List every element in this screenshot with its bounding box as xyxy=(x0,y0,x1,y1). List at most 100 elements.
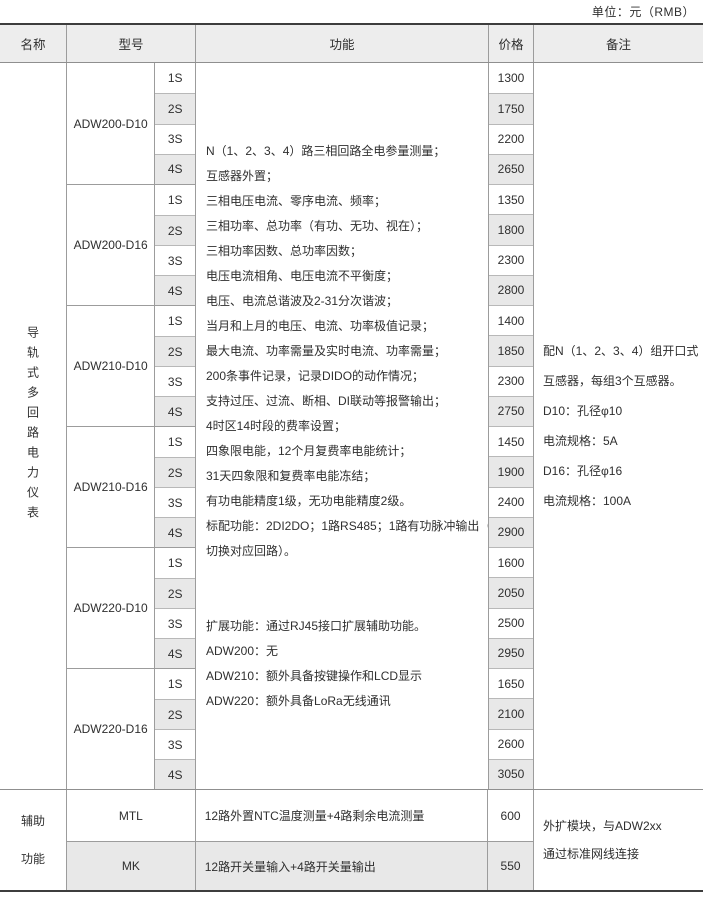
model-group: ADW200-D16 1S 2S 3S 4S xyxy=(67,184,195,305)
price-cell: 2200 xyxy=(489,123,533,154)
aux-price-cell: 600 xyxy=(500,808,521,823)
aux-function-label: 12路开关量输入+4路开关量输出 xyxy=(196,842,489,890)
function-line: 四象限电能，12个月复费率电能统计； xyxy=(206,443,412,458)
category-label: 导轨式多回路电力仪表 xyxy=(25,326,40,526)
note-line: 互感器，每组3个互感器。 xyxy=(543,374,682,388)
price-cell: 1450 xyxy=(489,426,533,456)
price-column: 1300 1750 2200 2650 1350 1800 2300 2800 … xyxy=(488,63,533,789)
submodel-cell: 3S xyxy=(155,123,195,154)
submodel-column: 1S 2S 3S 4S xyxy=(155,427,195,547)
function-line: 4时区14时段的费率设置； xyxy=(206,418,347,433)
note-line: D10：孔径φ10 xyxy=(543,404,623,418)
submodel-cell: 3S xyxy=(155,366,195,396)
price-cell: 2950 xyxy=(489,637,533,668)
price-cell: 1800 xyxy=(489,214,533,245)
submodel-cell: 2S xyxy=(155,93,195,124)
function-line: 互感器外置； xyxy=(206,168,279,183)
price-cell: 1900 xyxy=(489,456,533,487)
submodel-cell: 1S xyxy=(167,193,183,207)
submodel-column: 1S 2S 3S 4S xyxy=(155,185,195,305)
price-cell: 2750 xyxy=(489,395,533,426)
col-header-price: 价格 xyxy=(488,25,533,62)
notes-cell: 配N（1、2、3、4）组开口式 互感器，每组3个互感器。 D10：孔径φ10 电… xyxy=(533,63,703,789)
aux-row-mk: MK 12路开关量输入+4路开关量输出 550 xyxy=(67,841,533,890)
aux-note-line: 外扩模块，与ADW2xx xyxy=(543,819,662,833)
submodel-column: 1S 2S 3S 4S xyxy=(155,548,195,668)
price-cell: 2300 xyxy=(489,244,533,275)
main-section: 导轨式多回路电力仪表 ADW200-D10 1S 2S 3S 4S ADW200… xyxy=(0,63,703,789)
price-cell: 1300 xyxy=(497,71,525,86)
price-cell: 1350 xyxy=(489,184,533,214)
price-cell: 1650 xyxy=(489,668,533,698)
submodel-cell: 3S xyxy=(155,608,195,638)
submodel-cell: 1S xyxy=(167,435,183,449)
aux-row-mtl: MTL 12路外置NTC温度测量+4路剩余电流测量 600 xyxy=(67,790,533,842)
col-header-model: 型号 xyxy=(66,25,195,62)
price-cell: 2400 xyxy=(489,486,533,517)
submodel-cell: 2S xyxy=(155,699,195,729)
price-cell: 3050 xyxy=(489,758,533,789)
function-line: 31天四象限和复费率电能冻结； xyxy=(206,468,376,483)
function-line: 电压、电流总谐波及2-31分次谐波； xyxy=(206,293,399,308)
category-cell: 导轨式多回路电力仪表 xyxy=(0,63,66,789)
note-line: 电流规格：5A xyxy=(543,434,618,448)
aux-price-cell: 550 xyxy=(500,859,521,874)
submodel-cell: 3S xyxy=(155,729,195,759)
submodel-cell: 3S xyxy=(155,245,195,275)
col-header-note: 备注 xyxy=(533,25,703,62)
function-line: ADW200：无 xyxy=(206,643,279,658)
aux-category-line: 辅助 xyxy=(20,814,45,828)
price-cell: 2050 xyxy=(489,577,533,608)
aux-category-cell: 辅助 功能 xyxy=(0,790,66,890)
model-group: ADW220-D10 1S 2S 3S 4S xyxy=(67,547,195,668)
function-line: 标配功能：2DI2DO；1路RS485；1路有功脉冲输出（可 xyxy=(206,518,504,533)
submodel-cell: 3S xyxy=(155,487,195,517)
model-group: ADW210-D10 1S 2S 3S 4S xyxy=(67,305,195,426)
submodel-cell: 4S xyxy=(155,396,195,426)
function-line: 三相电压电流、零序电流、频率； xyxy=(206,193,387,208)
aux-notes-cell: 外扩模块，与ADW2xx 通过标准网线连接 xyxy=(533,790,703,890)
function-line: 有功电能精度1级，无功电能精度2级。 xyxy=(206,493,412,508)
price-cell: 1400 xyxy=(489,305,533,335)
model-group: ADW210-D16 1S 2S 3S 4S xyxy=(67,426,195,547)
function-line: 切换对应回路）。 xyxy=(206,543,297,558)
price-cell: 2600 xyxy=(489,728,533,759)
aux-category-line: 功能 xyxy=(20,852,45,866)
function-line: 三相功率、总功率（有功、无功、视在）； xyxy=(206,218,429,233)
submodel-cell: 4S xyxy=(155,638,195,668)
aux-model-label: MK xyxy=(67,842,196,890)
submodel-cell: 4S xyxy=(155,759,195,789)
price-table: 名称 型号 功能 价格 备注 导轨式多回路电力仪表 ADW200-D10 1S … xyxy=(0,23,703,892)
model-column: ADW200-D10 1S 2S 3S 4S ADW200-D16 1S 2S … xyxy=(66,63,195,789)
function-line: ADW220：额外具备LoRa无线通讯 xyxy=(206,693,391,708)
model-label: ADW200-D16 xyxy=(67,185,156,305)
submodel-cell: 1S xyxy=(167,556,183,570)
function-line: 当月和上月的电压、电流、功率极值记录； xyxy=(206,318,435,333)
submodel-cell: 2S xyxy=(155,457,195,487)
submodel-cell: 1S xyxy=(167,314,183,328)
price-cell: 1600 xyxy=(489,547,533,577)
function-line: 200条事件记录，记录DIDO的动作情况； xyxy=(206,368,425,383)
submodel-column: 1S 2S 3S 4S xyxy=(155,306,195,426)
model-group: ADW220-D16 1S 2S 3S 4S xyxy=(67,668,195,789)
price-cell: 2300 xyxy=(489,365,533,396)
submodel-cell: 2S xyxy=(155,578,195,608)
model-group: ADW200-D10 1S 2S 3S 4S xyxy=(67,63,195,184)
aux-section: 辅助 功能 MTL 12路外置NTC温度测量+4路剩余电流测量 600 MK 1… xyxy=(0,789,703,890)
aux-model-label: MTL xyxy=(67,790,196,842)
function-cell: N（1、2、3、4）路三相回路全电参量测量； 互感器外置； 三相电压电流、零序电… xyxy=(195,63,504,789)
function-line: N（1、2、3、4）路三相回路全电参量测量； xyxy=(206,143,446,158)
note-line: 电流规格：100A xyxy=(543,494,632,508)
price-cell: 2800 xyxy=(489,274,533,305)
aux-function-label: 12路外置NTC温度测量+4路剩余电流测量 xyxy=(196,790,489,842)
price-cell: 2900 xyxy=(489,516,533,547)
model-label: ADW220-D16 xyxy=(67,669,156,789)
price-cell: 2500 xyxy=(489,607,533,638)
note-line: D16：孔径φ16 xyxy=(543,464,623,478)
submodel-cell: 1S xyxy=(167,677,183,691)
submodel-cell: 4S xyxy=(155,275,195,305)
aux-note-line: 通过标准网线连接 xyxy=(543,847,640,861)
function-line: ADW210：额外具备按键操作和LCD显示 xyxy=(206,668,423,683)
model-label: ADW200-D10 xyxy=(67,63,156,184)
submodel-cell: 4S xyxy=(155,153,195,184)
